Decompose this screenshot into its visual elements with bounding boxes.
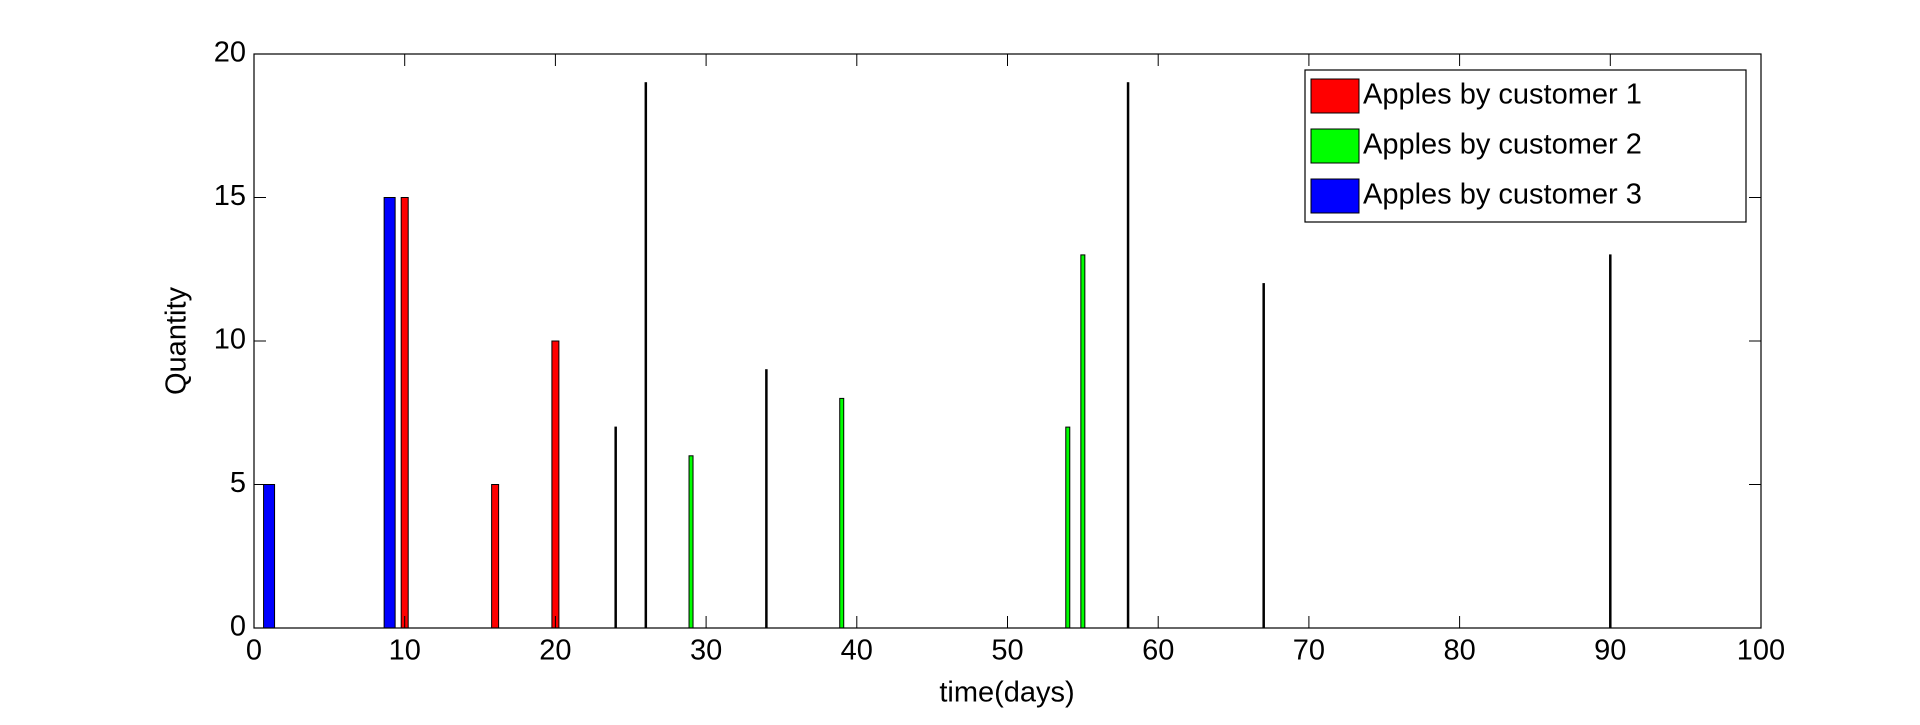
bar xyxy=(765,369,768,629)
bar xyxy=(644,82,648,629)
bar xyxy=(839,397,845,629)
bar xyxy=(400,197,409,629)
y-tick-label: 20 xyxy=(214,37,246,69)
bar xyxy=(1080,254,1086,629)
x-tick-label: 40 xyxy=(841,635,873,667)
x-tick-label: 20 xyxy=(539,635,571,667)
x-tick-label: 60 xyxy=(1142,635,1174,667)
legend-swatch xyxy=(1310,128,1360,164)
x-tick-label: 70 xyxy=(1293,635,1325,667)
legend-label: Apples by customer 2 xyxy=(1363,129,1642,161)
bar xyxy=(1126,82,1130,629)
x-tick-label: 50 xyxy=(991,635,1023,667)
bar xyxy=(491,484,500,629)
bar xyxy=(1609,254,1612,629)
y-tick-label: 5 xyxy=(230,467,246,499)
y-tick-label: 15 xyxy=(214,180,246,212)
legend-swatch xyxy=(1310,78,1360,114)
y-axis-label: Quantity xyxy=(161,287,193,395)
bar xyxy=(1065,426,1071,629)
y-tick-label: 0 xyxy=(230,611,246,643)
x-tick-label: 30 xyxy=(690,635,722,667)
legend-box xyxy=(1304,69,1747,223)
bar xyxy=(688,455,694,629)
bar xyxy=(263,484,276,629)
x-tick-label: 90 xyxy=(1594,635,1626,667)
bar xyxy=(614,426,617,629)
x-tick-label: 100 xyxy=(1737,635,1785,667)
legend-swatch xyxy=(1310,178,1360,214)
x-axis-label: time(days) xyxy=(939,677,1074,709)
bar xyxy=(383,197,396,629)
x-tick-label: 0 xyxy=(246,635,262,667)
x-tick-label: 80 xyxy=(1443,635,1475,667)
bar xyxy=(1262,283,1265,629)
y-tick-label: 10 xyxy=(214,324,246,356)
x-tick-label: 10 xyxy=(389,635,421,667)
legend-label: Apples by customer 1 xyxy=(1363,79,1642,111)
bar xyxy=(551,340,560,629)
legend-label: Apples by customer 3 xyxy=(1363,179,1642,211)
